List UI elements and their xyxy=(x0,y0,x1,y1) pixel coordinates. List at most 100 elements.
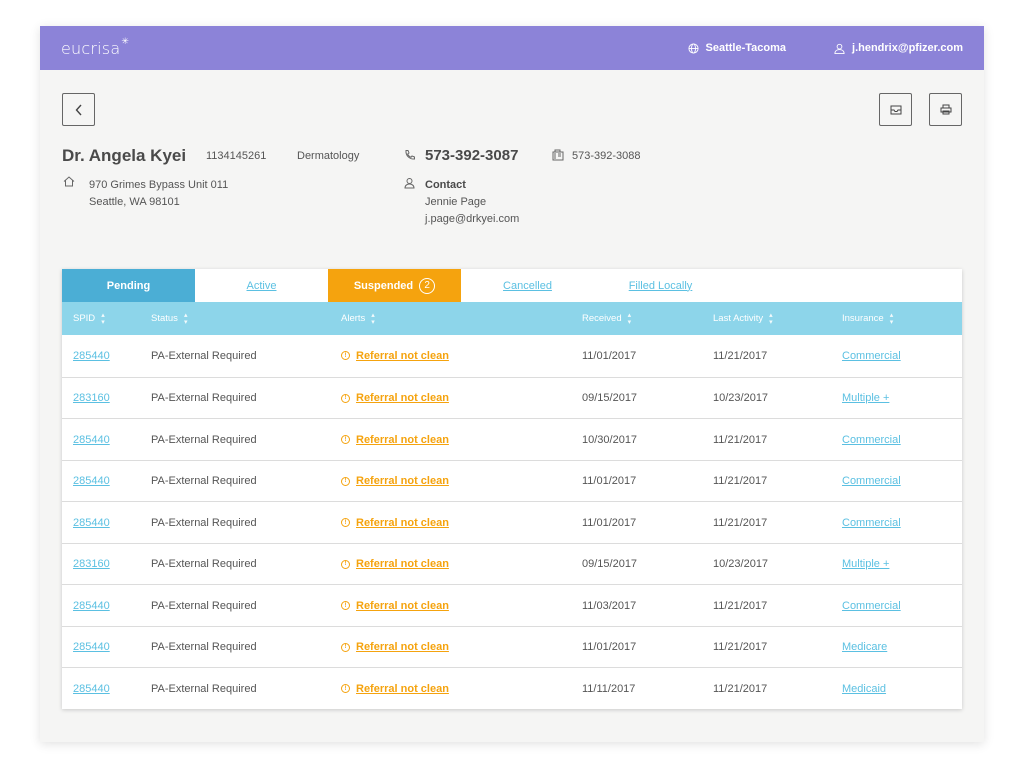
insurance-link[interactable]: Commercial xyxy=(842,475,901,487)
received-date: 11/01/2017 xyxy=(582,349,637,362)
inbox-icon xyxy=(890,105,901,114)
table-row[interactable]: 285440 PA-External Required ! Referral n… xyxy=(62,335,962,377)
doctor-address: 970 Grimes Bypass Unit 011 Seattle, WA 9… xyxy=(89,177,228,211)
logo[interactable]: eucrisa ✳ xyxy=(61,37,130,58)
alert-link[interactable]: Referral not clean xyxy=(356,682,449,695)
spid-link[interactable]: 285440 xyxy=(73,682,110,695)
spid-link[interactable]: 285440 xyxy=(73,641,110,653)
referrals-table: Pending Active Suspended 2 Cancelled Fil… xyxy=(62,269,962,709)
tab-filled-locally[interactable]: Filled Locally xyxy=(628,279,693,292)
doctor-phone[interactable]: 573-392-3087 xyxy=(425,147,519,164)
alert-link[interactable]: Referral not clean xyxy=(356,392,449,404)
last-activity-date: 11/21/2017 xyxy=(713,433,768,446)
table-row[interactable]: 283160 PA-External Required ! Referral n… xyxy=(62,376,962,419)
app-window: eucrisa ✳ Seattle-Tacoma j.hendrix@pfize… xyxy=(40,26,984,742)
received-date: 10/30/2017 xyxy=(582,433,638,446)
logo-spark-icon: ✳ xyxy=(121,37,130,47)
contact-email[interactable]: j.page@drkyei.com xyxy=(425,213,520,225)
alert-link[interactable]: Referral not clean xyxy=(356,599,449,612)
alert-icon: ! xyxy=(341,351,350,360)
received-date: 11/01/2017 xyxy=(582,516,637,529)
table-body: 285440 PA-External Required ! Referral n… xyxy=(62,335,962,709)
status-text: PA-External Required xyxy=(151,475,257,487)
table-row[interactable]: 285440 PA-External Required ! Referral n… xyxy=(62,501,962,543)
column-header-received[interactable]: Received ▴ ▾ xyxy=(582,311,632,326)
column-header-insurance[interactable]: Insurance ▴ ▾ xyxy=(842,311,894,326)
last-activity-date: 11/21/2017 xyxy=(713,599,768,612)
alert-link[interactable]: Referral not clean xyxy=(356,641,449,653)
alert-link[interactable]: Referral not clean xyxy=(356,349,449,362)
spid-link[interactable]: 283160 xyxy=(73,392,110,404)
logo-text: eucrisa xyxy=(61,38,121,58)
spid-link[interactable]: 285440 xyxy=(73,433,110,446)
alert-link[interactable]: Referral not clean xyxy=(356,433,449,446)
insurance-link[interactable]: Multiple + xyxy=(842,392,890,404)
contact-icon xyxy=(404,178,415,189)
spid-link[interactable]: 285440 xyxy=(73,475,110,487)
location-selector[interactable]: Seattle-Tacoma xyxy=(687,42,786,54)
user-menu[interactable]: j.hendrix@pfizer.com xyxy=(834,42,963,54)
alert-icon: ! xyxy=(341,393,350,403)
back-button[interactable] xyxy=(62,93,95,126)
tab-cancelled[interactable]: Cancelled xyxy=(503,279,552,292)
table-row[interactable]: 285440 PA-External Required ! Referral n… xyxy=(62,418,962,460)
last-activity-date: 11/21/2017 xyxy=(713,682,768,695)
last-activity-date: 11/21/2017 xyxy=(713,641,768,653)
insurance-link[interactable]: Multiple + xyxy=(842,558,890,570)
column-header-status[interactable]: Status ▴ ▾ xyxy=(151,311,188,326)
column-header-alerts[interactable]: Alerts ▴ ▾ xyxy=(341,311,375,326)
sort-icon: ▴ ▾ xyxy=(627,311,632,326)
spid-link[interactable]: 285440 xyxy=(73,349,110,362)
insurance-link[interactable]: Medicaid xyxy=(842,682,887,695)
alert-icon: ! xyxy=(341,684,350,693)
spid-link[interactable]: 285440 xyxy=(73,599,110,612)
alert-link[interactable]: Referral not clean xyxy=(356,516,449,529)
alert-link[interactable]: Referral not clean xyxy=(356,475,449,487)
received-date: 11/01/2017 xyxy=(582,475,637,487)
table-row[interactable]: 285440 PA-External Required ! Referral n… xyxy=(62,667,962,709)
sort-icon: ▴ ▾ xyxy=(769,311,773,326)
column-header-last-activity[interactable]: Last Activity ▴ ▾ xyxy=(713,311,773,326)
table-row[interactable]: 285440 PA-External Required ! Referral n… xyxy=(62,459,962,502)
alert-icon: ! xyxy=(341,476,350,486)
doctor-name: Dr. Angela Kyei xyxy=(62,146,187,165)
contact-block: Contact Jennie Page j.page@drkyei.com xyxy=(425,177,519,228)
table-row[interactable]: 285440 PA-External Required ! Referral n… xyxy=(62,625,962,668)
doctor-specialty: Dermatology xyxy=(297,150,360,162)
spid-link[interactable]: 283160 xyxy=(73,558,110,570)
status-text: PA-External Required xyxy=(151,599,257,612)
alert-icon: ! xyxy=(341,601,350,610)
insurance-link[interactable]: Commercial xyxy=(842,433,901,446)
insurance-link[interactable]: Medicare xyxy=(842,641,888,653)
doctor-npi: 1134145261 xyxy=(206,150,267,162)
insurance-link[interactable]: Commercial xyxy=(842,349,901,362)
alert-link[interactable]: Referral not clean xyxy=(356,558,449,570)
alert-icon: ! xyxy=(341,518,350,527)
status-text: PA-External Required xyxy=(151,349,257,362)
status-text: PA-External Required xyxy=(151,558,257,570)
status-tabs: Pending Active Suspended 2 Cancelled Fil… xyxy=(62,269,962,302)
status-text: PA-External Required xyxy=(151,433,257,446)
table-row[interactable]: 283160 PA-External Required ! Referral n… xyxy=(62,542,962,585)
received-date: 11/01/2017 xyxy=(582,641,637,653)
last-activity-date: 11/21/2017 xyxy=(713,475,768,487)
spid-link[interactable]: 285440 xyxy=(73,516,110,529)
inbox-button[interactable] xyxy=(879,93,912,126)
table-row[interactable]: 285440 PA-External Required ! Referral n… xyxy=(62,584,962,626)
insurance-link[interactable]: Commercial xyxy=(842,599,901,612)
tab-suspended[interactable]: Suspended 2 xyxy=(328,269,461,302)
received-date: 09/15/2017 xyxy=(582,392,638,404)
sort-icon: ▴ ▾ xyxy=(889,311,894,326)
print-button[interactable] xyxy=(929,93,962,126)
column-header-spid[interactable]: SPID ▴ ▾ xyxy=(73,311,105,326)
phone-icon xyxy=(405,150,415,160)
insurance-link[interactable]: Commercial xyxy=(842,516,901,529)
fax-icon xyxy=(552,149,564,161)
contact-heading: Contact xyxy=(425,179,466,191)
tab-active[interactable]: Active xyxy=(246,279,277,292)
tab-pending[interactable]: Pending xyxy=(62,269,195,302)
last-activity-date: 11/21/2017 xyxy=(713,349,768,362)
status-text: PA-External Required xyxy=(151,682,257,695)
received-date: 11/03/2017 xyxy=(582,599,637,612)
contact-name: Jennie Page xyxy=(425,196,487,208)
